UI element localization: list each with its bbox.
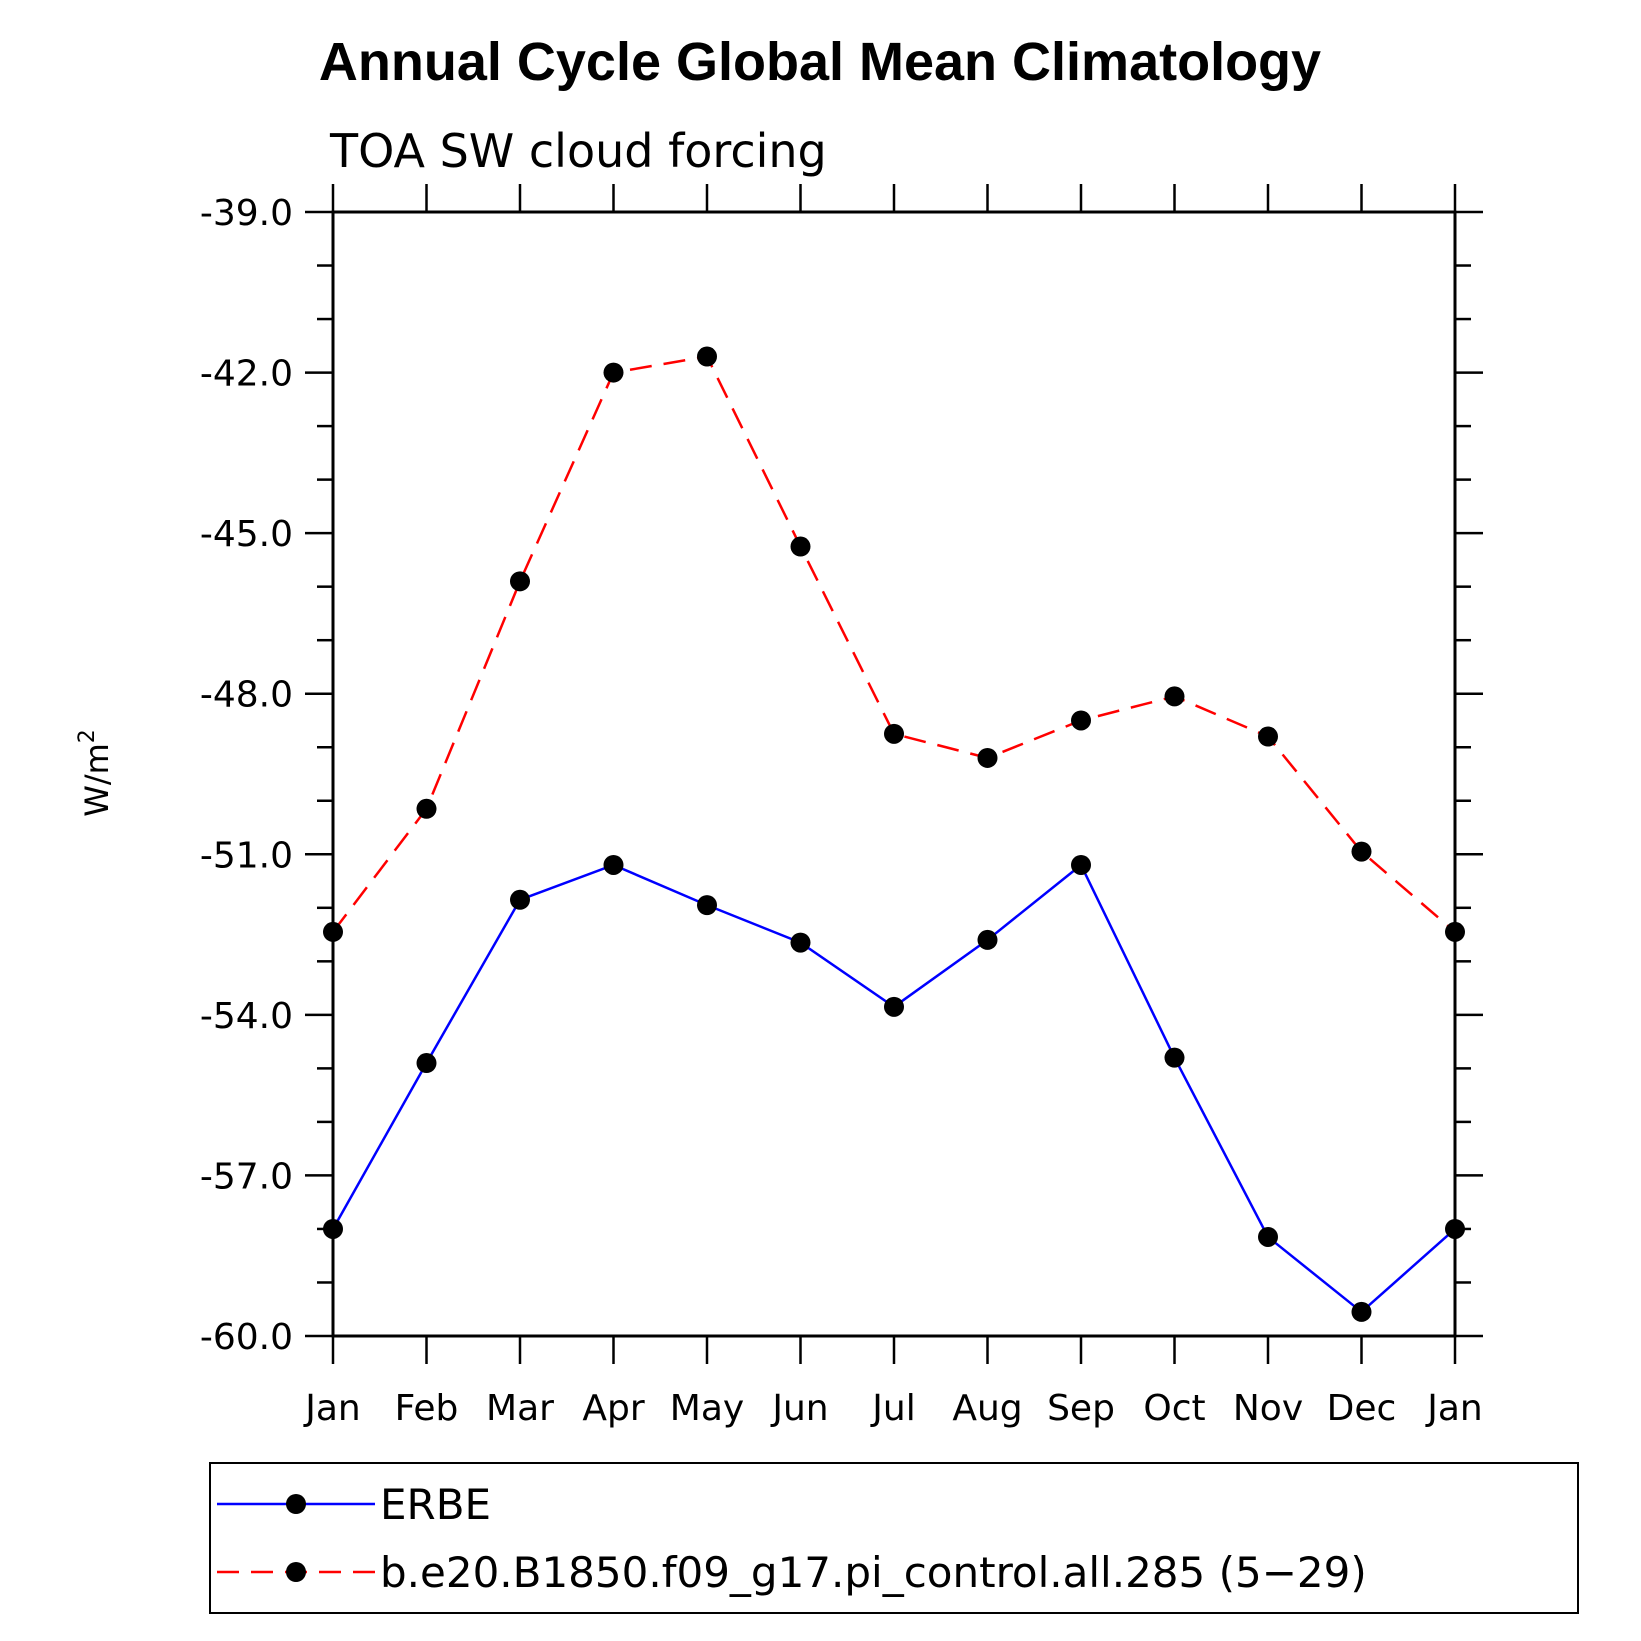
series-1-point — [1445, 921, 1465, 942]
series-1-point — [416, 798, 437, 819]
series-0-point — [884, 996, 904, 1017]
legend-box — [209, 1462, 1579, 1614]
y-axis-label-text: W/m — [78, 743, 116, 817]
series-0-point — [977, 929, 998, 950]
series-0-point — [1164, 1047, 1185, 1068]
series-0-point — [1351, 1301, 1372, 1322]
series-0-point — [1071, 854, 1091, 875]
series-1-point — [323, 921, 343, 942]
y-tick-label: -39.0 — [200, 193, 293, 234]
x-tick-label: Apr — [582, 1388, 644, 1429]
x-tick-label: Nov — [1233, 1388, 1303, 1429]
x-tick-label: Oct — [1143, 1388, 1205, 1429]
chart-title: Annual Cycle Global Mean Climatology — [319, 32, 1321, 92]
chart-subtitle: TOA SW cloud forcing — [329, 124, 827, 178]
series-line-1 — [332, 355, 1456, 933]
series-0-point — [416, 1053, 437, 1074]
x-tick-label: Jan — [1425, 1388, 1483, 1429]
series-1-point — [1071, 710, 1091, 731]
plot-frame — [331, 210, 1457, 1338]
x-tick-label: Aug — [952, 1388, 1022, 1429]
series-1-point — [884, 723, 904, 744]
series-1-point — [697, 346, 717, 367]
series-0-point — [323, 1218, 343, 1239]
y-tick-label: -42.0 — [200, 354, 293, 395]
x-tick-label: Dec — [1327, 1388, 1397, 1429]
y-tick-label: -51.0 — [200, 835, 293, 876]
series-0-point — [1445, 1218, 1465, 1239]
y-tick-label: -48.0 — [200, 675, 293, 716]
series-1-point — [1164, 686, 1185, 707]
y-tick-label: -45.0 — [200, 514, 293, 555]
x-tick-label: Jul — [870, 1388, 915, 1429]
y-tick-label: -54.0 — [200, 996, 293, 1037]
x-tick-label: Feb — [395, 1388, 459, 1429]
y-tick-label: -60.0 — [200, 1317, 293, 1358]
legend-marker-0 — [286, 1494, 306, 1514]
series-line-0 — [331, 863, 1456, 1314]
series-0-point — [510, 889, 530, 910]
series-1-point — [510, 571, 530, 592]
x-tick-label: Mar — [486, 1388, 554, 1429]
x-tick-label: Jun — [770, 1388, 828, 1429]
series-0-point — [697, 895, 717, 916]
series-1-point — [1258, 726, 1278, 747]
y-axis-label-superscript: 2 — [75, 729, 100, 743]
series-1-point — [1351, 841, 1372, 862]
legend-marker-1 — [286, 1562, 306, 1582]
series-0-point — [1258, 1226, 1278, 1247]
x-tick-label: May — [670, 1388, 744, 1429]
legend-label-0: ERBE — [380, 1480, 491, 1529]
x-tick-label: Jan — [303, 1388, 361, 1429]
y-tick-label: -57.0 — [200, 1156, 293, 1197]
series-0-point — [790, 932, 811, 953]
legend-label-1: b.e20.B1850.f09_g17.pi_control.all.285 (… — [380, 1548, 1367, 1597]
series-1-point — [603, 362, 624, 383]
series-0-point — [603, 854, 624, 875]
series-1-point — [977, 747, 998, 768]
x-tick-label: Sep — [1047, 1388, 1115, 1429]
y-axis-label: W/m2 — [75, 729, 116, 817]
legend: ERBE b.e20.B1850.f09_g17.pi_control.all.2… — [209, 1462, 1579, 1614]
series-1-point — [790, 536, 811, 557]
plot-area: -39.0 -42.0 -45.0 -48.0 -51.0 -54.0 -57.0 -60.0… — [200, 184, 1483, 1429]
